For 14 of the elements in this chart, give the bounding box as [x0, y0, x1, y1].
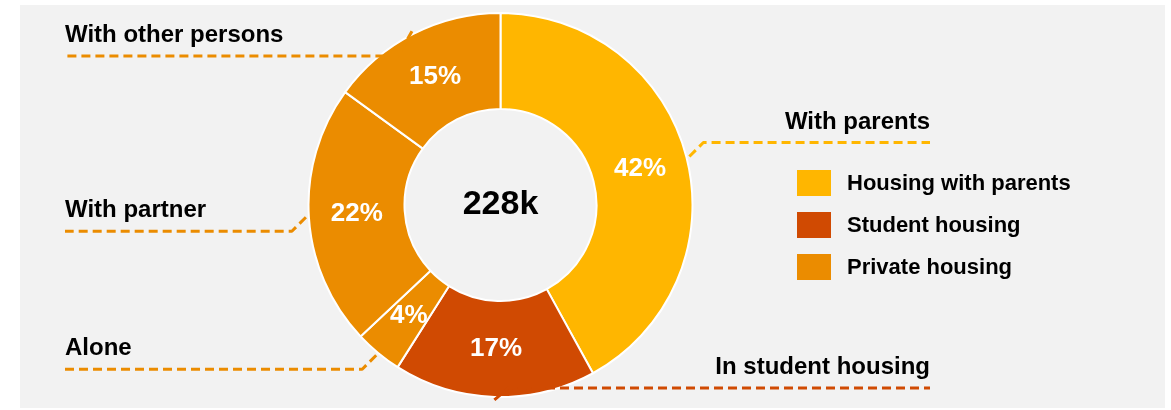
- text: Student housing: [847, 212, 1021, 238]
- data-label: 4%: [389, 299, 428, 330]
- slice-label: In student housing: [715, 352, 930, 379]
- data-label: 42%: [613, 152, 666, 183]
- slice-label: With partner: [65, 195, 207, 223]
- text: Private housing: [847, 254, 1013, 280]
- slice-label: With parents: [784, 106, 930, 134]
- data-label: 22%: [330, 197, 383, 228]
- slice-label: Alone: [65, 333, 132, 361]
- data-label: 17%: [469, 332, 522, 363]
- data-label: 15%: [409, 59, 462, 90]
- text: Housing with parents: [847, 170, 1071, 196]
- slice-label: With other persons: [65, 20, 284, 47]
- text: 228k: [462, 183, 539, 222]
